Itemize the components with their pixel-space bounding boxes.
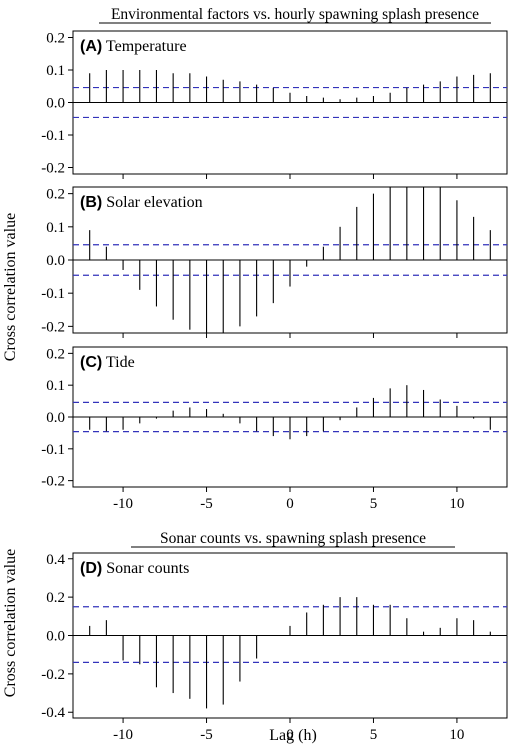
solar-elevation-panel-letter: (B) [80, 194, 102, 211]
sonar-counts-panel-title: Sonar counts [102, 560, 189, 577]
sonar-counts-x-tick-label: 10 [449, 727, 464, 743]
sonar-counts-x-tick-label: -10 [113, 727, 133, 743]
sonar-counts-x-tick-label: 0 [286, 727, 294, 743]
temperature-y-tick-label: 0.0 [46, 96, 65, 112]
solar-elevation-panel-title: Solar elevation [102, 194, 202, 211]
tide-y-tick-label: 0.0 [46, 410, 65, 426]
sonar-counts-y-tick-label: -0.4 [41, 705, 65, 721]
tide-y-tick-label: -0.1 [41, 442, 65, 458]
y-axis-title-bottom: Cross correlation value [2, 549, 19, 697]
sonar-counts-y-tick-label: 0.2 [46, 590, 65, 606]
temperature-y-tick-label: 0.2 [46, 31, 65, 47]
tide-y-tick-label: 0.1 [46, 378, 65, 394]
tide-panel-title: Tide [102, 354, 134, 371]
x-axis-title: Lag (h) [269, 727, 317, 744]
temperature-y-tick-label: 0.1 [46, 63, 65, 79]
tide-y-tick-label: 0.2 [46, 346, 65, 362]
tide-x-tick-label: -5 [200, 496, 213, 512]
temperature-y-tick-label: -0.1 [41, 128, 65, 144]
temperature-panel-title: Temperature [102, 38, 186, 55]
panel-tide: 0.2 0.1 0.0 -0.1 -0.2 -10 -5 0 5 10 (C) Tide [41, 346, 508, 512]
header-bottom: Sonar counts vs. spawning splash presenc… [160, 530, 426, 547]
tide-x-tick-label: 10 [449, 496, 464, 512]
solar-elevation-y-tick-label: 0.1 [46, 220, 65, 236]
temperature-y-tick-label: -0.2 [41, 161, 65, 177]
sonar-counts-panel-label: (D) Sonar counts [80, 560, 189, 577]
sonar-counts-y-tick-label: -0.2 [41, 667, 65, 683]
sonar-counts-y-tick-label: 0.0 [46, 629, 65, 645]
solar-elevation-y-tick-label: -0.1 [41, 286, 65, 302]
solar-elevation-y-tick-label: -0.2 [41, 319, 65, 335]
header-top: Environmental factors vs. hourly spawnin… [111, 6, 479, 23]
tide-x-tick-label: -10 [113, 496, 133, 512]
tide-panel-letter: (C) [80, 354, 102, 371]
temperature-panel-letter: (A) [80, 38, 102, 55]
panel-sonar-counts: 0.4 0.2 0.0 -0.2 -0.4 -10 -5 0 5 10 (D) Sonar coun… [41, 552, 508, 743]
sonar-counts-x-tick-label: 5 [370, 727, 378, 743]
sonar-counts-panel-letter: (D) [80, 560, 102, 577]
sonar-counts-y-tick-label: 0.4 [46, 552, 65, 568]
panel-solar-elevation: 0.2 0.1 0.0 -0.1 -0.2 (B) Solar elevation [41, 186, 508, 338]
tide-panel-label: (C) Tide [80, 354, 135, 371]
panel-temperature: 0.2 0.1 0.0 -0.1 -0.2 (A) Temperature [41, 30, 508, 179]
solar-elevation-y-tick-label: 0.2 [46, 187, 65, 203]
solar-elevation-panel-label: (B) Solar elevation [80, 194, 203, 211]
solar-elevation-y-tick-label: 0.0 [46, 253, 65, 269]
temperature-panel-label: (A) Temperature [80, 38, 187, 55]
tide-x-tick-label: 0 [286, 496, 294, 512]
sonar-counts-x-tick-label: -5 [200, 727, 213, 743]
tide-y-tick-label: -0.2 [41, 474, 65, 490]
tide-x-tick-label: 5 [370, 496, 378, 512]
y-axis-title-top: Cross correlation value [2, 213, 19, 361]
